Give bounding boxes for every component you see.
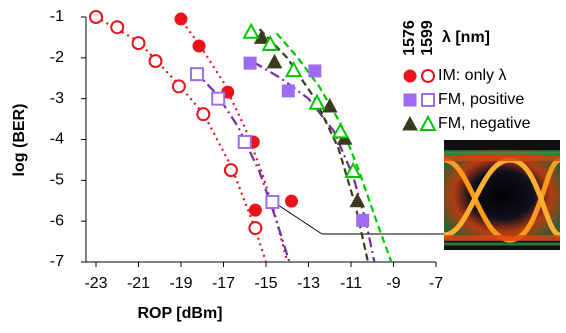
y-tick-label: -1: [50, 8, 64, 25]
legend-marker: [421, 117, 435, 130]
data-point: [249, 204, 261, 216]
legend-label: FM, negative: [438, 115, 531, 132]
data-point: [266, 196, 278, 208]
legend-wavelength: 1576: [401, 20, 418, 56]
data-point: [90, 11, 102, 23]
data-point: [323, 99, 337, 112]
legend-marker: [422, 94, 434, 106]
legend-marker: [404, 94, 416, 106]
legend-marker: [404, 70, 416, 82]
data-point: [212, 93, 224, 105]
data-point: [333, 124, 347, 137]
x-tick-label: -17: [212, 275, 235, 292]
data-point: [191, 68, 203, 80]
data-point: [309, 65, 321, 77]
data-point: [286, 195, 298, 207]
y-tick-label: -7: [50, 253, 64, 270]
y-tick-label: -3: [50, 90, 64, 107]
fit-line: [194, 70, 290, 262]
fit-line: [179, 17, 287, 262]
data-point: [175, 13, 187, 25]
data-point: [197, 108, 209, 120]
y-tick-label: -6: [50, 212, 64, 229]
data-point: [268, 55, 282, 68]
data-point: [193, 40, 205, 52]
data-point: [150, 55, 162, 67]
x-tick-label: -15: [254, 275, 277, 292]
data-point: [111, 21, 123, 33]
legend-marker: [403, 117, 417, 130]
data-point: [244, 57, 256, 69]
legend-marker: [422, 70, 434, 82]
data-point: [282, 85, 294, 97]
y-axis-title: log (BER): [11, 104, 28, 177]
x-axis-title: ROP [dBm]: [137, 305, 222, 322]
legend-title: λ [nm]: [442, 29, 490, 46]
x-tick-label: -19: [169, 275, 192, 292]
y-tick-label: -5: [50, 172, 64, 189]
data-point: [287, 63, 301, 76]
data-point: [173, 80, 185, 92]
x-tick-label: -7: [429, 275, 443, 292]
data-point: [133, 37, 145, 49]
data-point: [239, 136, 251, 148]
y-tick-label: -2: [50, 49, 64, 66]
x-tick-label: -11: [340, 275, 362, 292]
data-point: [310, 96, 324, 109]
x-tick-label: -21: [127, 275, 150, 292]
data-point: [225, 164, 237, 176]
data-point: [249, 222, 261, 234]
chart: ROP [dBm] log (BER) 1576 1599 λ [nm] -1 -…: [0, 0, 566, 328]
x-tick-label: -13: [297, 275, 320, 292]
legend-wavelength: 1599: [419, 20, 436, 56]
x-tick-label: -23: [84, 275, 107, 292]
fit-line: [253, 62, 374, 262]
x-tick-label: -9: [386, 275, 400, 292]
eye-diagram-inset: [278, 140, 560, 250]
legend-label: FM, positive: [438, 91, 524, 108]
data-point: [357, 214, 369, 226]
data-point: [244, 25, 258, 38]
y-tick-label: -4: [50, 131, 64, 148]
legend-label: IM: only λ: [438, 67, 506, 84]
